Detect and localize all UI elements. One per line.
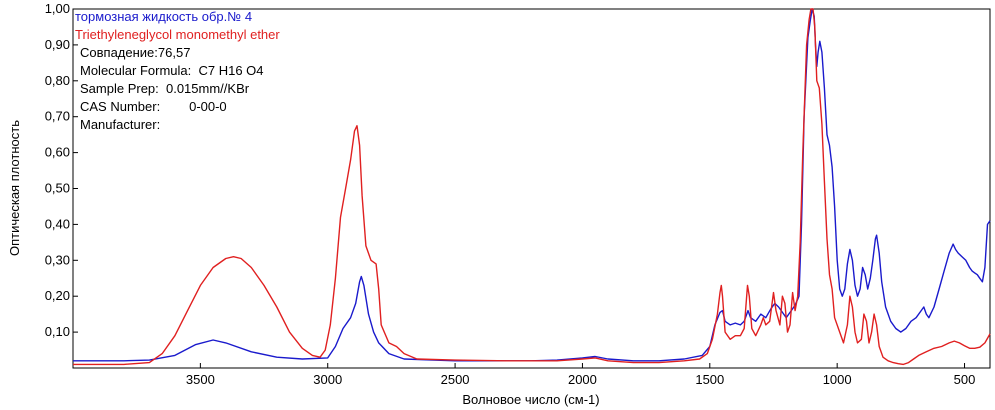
x-tick-label: 2500 [441, 372, 470, 387]
series-line-1 [73, 8, 991, 362]
y-tick-label: 0,50 [45, 181, 70, 196]
legend-series-1: тормозная жидкость обр.№ 4 [75, 9, 253, 24]
molecular-formula-text: Molecular Formula: C7 H16 O4 [80, 63, 264, 78]
x-tick-label: 2000 [568, 372, 597, 387]
x-tick-label: 1000 [823, 372, 852, 387]
legend-series-2: Triethyleneglycol monomethyl ether [75, 27, 280, 42]
y-axis-ticks: 0,10 0,20 0,30 0,40 0,50 0,60 0,70 0,80 0,90 1,00 [45, 1, 78, 339]
sample-prep-text: Sample Prep: 0.015mm//KBr [80, 81, 250, 96]
series-line-2 [73, 8, 991, 366]
y-tick-label: 0,30 [45, 252, 70, 267]
y-tick-label: 0,10 [45, 324, 70, 339]
x-tick-label: 3500 [186, 372, 215, 387]
x-tick-label: 1500 [695, 372, 724, 387]
x-axis-label: Волновое число (см-1) [462, 392, 599, 407]
x-axis-ticks: 3500 3000 2500 2000 1500 1000 500 [186, 363, 975, 387]
y-tick-label: 0,40 [45, 216, 70, 231]
x-tick-label: 3000 [313, 372, 342, 387]
match-score-text: Совпадение:76,57 [80, 45, 191, 60]
x-tick-label: 500 [954, 372, 976, 387]
y-axis-label: Оптическая плотность [7, 120, 22, 256]
y-tick-label: 0,20 [45, 288, 70, 303]
y-tick-label: 1,00 [45, 1, 70, 16]
y-tick-label: 0,60 [45, 145, 70, 160]
y-tick-label: 0,90 [45, 37, 70, 52]
plot-frame [72, 8, 991, 369]
series-layer [73, 8, 991, 366]
y-tick-label: 0,80 [45, 73, 70, 88]
y-tick-label: 0,70 [45, 109, 70, 124]
manufacturer-text: Manufacturer: [80, 117, 161, 132]
cas-number-text: CAS Number: 0-00-0 [80, 99, 227, 114]
